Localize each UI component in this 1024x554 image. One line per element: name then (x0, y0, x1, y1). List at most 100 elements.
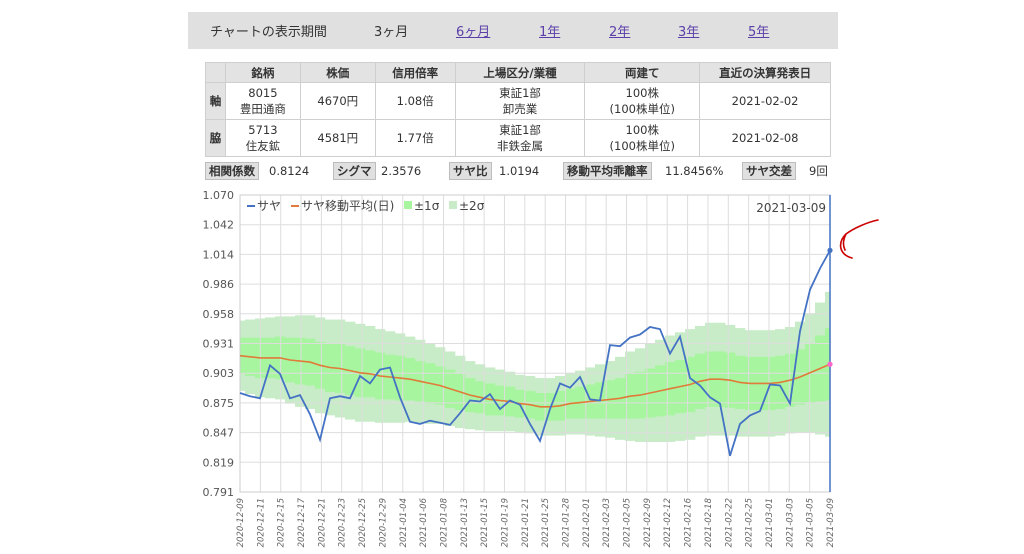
x-tick-label: 2021-02-25 (745, 498, 755, 547)
x-tick-label: 2020-12-11 (256, 498, 266, 547)
col-header (205, 62, 226, 83)
legend-sigma1-swatch (404, 201, 412, 209)
date-cell: 2021-02-08 (699, 119, 831, 157)
x-tick-label: 2021-02-03 (602, 498, 612, 547)
col-header-date: 直近の決算発表日 (699, 62, 831, 83)
stat-label-ratio: サヤ比 (449, 162, 492, 180)
x-axis-ticks: 2020-12-09 2020-12-11 2020-12-15 2020-12-17… (236, 497, 836, 547)
x-tick-label: 2021-03-05 (806, 498, 816, 547)
saya-end-point (827, 247, 833, 253)
margin-cell: 1.77倍 (374, 119, 456, 157)
y-tick-label: 0.791 (203, 486, 235, 499)
col-header-margin: 信用倍率 (374, 62, 456, 83)
legend-sigma1-label: ±1σ (414, 199, 440, 213)
x-tick-label: 2021-02-12 (663, 498, 673, 547)
stock-cell: 5713 住友鉱 (224, 119, 301, 157)
x-tick-label: 2021-03-01 (765, 498, 775, 547)
y-tick-label: 1.042 (203, 219, 235, 232)
legend-sigma2-label: ±2σ (459, 199, 485, 213)
price-cell: 4581円 (299, 119, 376, 157)
unit-value: 100株 (625, 86, 659, 100)
period-1y-link[interactable]: 1年 (539, 25, 561, 40)
market-name: 東証1部 (499, 86, 541, 100)
stock-name: 住友鉱 (245, 139, 281, 153)
stock-name: 豊田通商 (239, 102, 286, 116)
x-tick-label: 2021-01-21 (521, 498, 531, 547)
x-tick-label: 2020-12-23 (338, 498, 348, 547)
unit-note: (100株単位) (609, 102, 675, 116)
table-header-row: 銘柄 株価 信用倍率 上場区分/業種 両建て 直近の決算発表日 (205, 62, 831, 83)
stock-cell: 8015 豊田通商 (224, 82, 301, 120)
moving-average-line (239, 354, 831, 408)
x-tick-label: 2021-01-06 (419, 497, 429, 547)
market-cell: 東証1部非鉄金属 (454, 119, 586, 157)
y-tick-label: 1.070 (203, 189, 235, 202)
chart-legend[interactable]: サヤ サヤ移動平均(日) ±1σ ±2σ (247, 199, 485, 213)
period-2y-link[interactable]: 2年 (609, 25, 631, 40)
saya-line (239, 249, 831, 457)
period-3y-link[interactable]: 3年 (678, 25, 700, 40)
stock-code: 8015 (248, 86, 278, 100)
x-tick-label: 2021-02-01 (582, 498, 592, 547)
x-tick-label: 2021-02-22 (724, 498, 734, 547)
industry-name: 卸売業 (502, 102, 538, 116)
period-label: チャートの表示期間 (210, 25, 327, 40)
legend-ma-label: サヤ移動平均(日) (301, 199, 394, 213)
legend-saya-label: サヤ (257, 199, 281, 213)
y-axis-ticks: 1.070 1.042 1.014 0.986 0.958 0.931 0.903 0.875… (203, 189, 235, 499)
x-tick-label: 2021-02-18 (704, 497, 714, 547)
stat-label-correlation: 相関係数 (205, 162, 259, 180)
chart-date-label: 2021-03-09 (756, 201, 826, 215)
x-tick-label: 2021-01-13 (460, 498, 470, 547)
x-tick-label: 2021-02-05 (623, 498, 633, 547)
stat-value-ma-deviation: 11.8456% (665, 164, 724, 178)
stat-label-sigma: シグマ (333, 162, 376, 180)
unit-value: 100株 (625, 123, 659, 137)
x-tick-label: 2021-02-16 (684, 497, 694, 547)
stat-value-crossings: 9回 (809, 164, 828, 178)
stat-value-sigma: 2.3576 (381, 164, 422, 178)
x-tick-label: 2020-12-09 (236, 498, 246, 547)
y-tick-label: 0.958 (203, 308, 235, 321)
margin-cell: 1.08倍 (374, 82, 456, 120)
period-5y-link[interactable]: 5年 (748, 25, 770, 40)
row-role: 軸 (205, 82, 226, 120)
y-tick-label: 0.931 (203, 338, 235, 351)
y-tick-label: 0.875 (203, 397, 235, 410)
x-tick-label: 2021-02-09 (643, 498, 653, 547)
period-6m-link[interactable]: 6ヶ月 (456, 25, 491, 40)
x-tick-label: 2021-01-28 (562, 497, 572, 547)
market-name: 東証1部 (499, 123, 541, 137)
stat-label-crossings: サヤ交差 (742, 162, 796, 180)
x-tick-label: 2021-01-25 (541, 498, 551, 547)
y-tick-label: 1.014 (203, 248, 235, 261)
x-tick-label: 2021-01-19 (500, 498, 510, 547)
y-tick-label: 0.847 (203, 427, 235, 440)
industry-name: 非鉄金属 (496, 139, 543, 153)
table-row: 脇 5713 住友鉱 4581円 1.77倍 東証1部 非鉄金属 100株 (100株… (205, 119, 831, 157)
ma-end-point (827, 361, 833, 367)
x-tick-label: 2020-12-15 (277, 498, 287, 547)
x-tick-label: 2020-12-21 (317, 498, 327, 547)
stat-value-ratio: 1.0194 (499, 164, 540, 178)
period-3m: 3ヶ月 (374, 25, 409, 40)
y-tick-label: 0.986 (203, 278, 235, 291)
unit-cell: 100株 (100株単位) (584, 119, 701, 157)
stat-label-ma-deviation: 移動平均乖離率 (563, 162, 652, 180)
date-cell: 2021-02-02 (699, 82, 831, 120)
legend-sigma2-swatch (449, 201, 457, 209)
col-header-price: 株価 (299, 62, 376, 83)
unit-cell: 100株 (100株単位) (584, 82, 701, 120)
x-tick-label: 2021-01-15 (480, 498, 490, 547)
pair-info-table: 銘柄 株価 信用倍率 上場区分/業種 両建て 直近の決算発表日 軸 8015 豊田… (205, 62, 831, 157)
x-tick-label: 2021-01-08 (439, 497, 449, 547)
x-tick-label: 2021-01-04 (399, 498, 409, 547)
x-tick-label: 2020-12-17 (297, 497, 307, 547)
y-tick-label: 0.819 (203, 456, 235, 469)
period-bar: チャートの表示期間 3ヶ月 6ヶ月 1年 2年 3年 5年 (188, 12, 838, 49)
x-tick-label: 2020-12-25 (358, 498, 368, 547)
stat-value-correlation: 0.8124 (269, 164, 310, 178)
x-tick-label: 2021-03-03 (785, 498, 795, 547)
